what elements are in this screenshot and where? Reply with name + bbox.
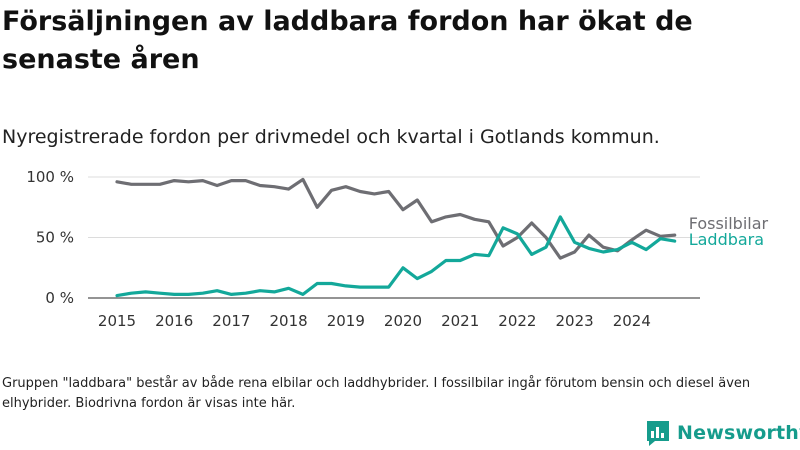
y-tick-label: 0 % (45, 289, 74, 307)
x-tick-label: 2023 (556, 312, 594, 330)
brand-name: Newsworthy (677, 422, 800, 444)
y-tick-label: 50 % (36, 229, 74, 247)
chart-subtitle: Nyregistrerade fordon per drivmedel och … (2, 126, 660, 148)
series-line-fossilbilar (115, 177, 677, 260)
x-tick-label: 2016 (155, 312, 193, 330)
x-tick-label: 2017 (212, 312, 250, 330)
line-chart: 0 % 50 % 100 % 2015 2016 2017 2018 2019 2020 202… (26, 168, 769, 330)
chart-footnote: Gruppen "laddbara" består av både rena e… (2, 376, 751, 411)
x-tick-label: 2022 (498, 312, 536, 330)
series-line-laddbara (115, 215, 677, 298)
x-tick-label: 2015 (98, 312, 136, 330)
y-tick-label: 100 % (26, 168, 74, 186)
series-label-fossilbilar: Fossilbilar (689, 214, 769, 233)
series-lines (115, 177, 677, 298)
brand-logo: Newsworthy (645, 419, 800, 447)
chart-title: Försäljningen av laddbara fordon har öka… (2, 6, 693, 75)
series-label-laddbara: Laddbara (689, 230, 764, 249)
grid-lines (88, 176, 700, 299)
x-tick-label: 2020 (384, 312, 422, 330)
x-axis-ticks: 2015 2016 2017 2018 2019 2020 2021 2022 2023 2024 (98, 312, 651, 330)
x-tick-label: 2018 (270, 312, 308, 330)
newsworthy-logo-icon (647, 421, 669, 446)
y-axis-ticks: 0 % 50 % 100 % (26, 168, 74, 307)
x-tick-label: 2019 (327, 312, 365, 330)
x-tick-label: 2024 (613, 312, 651, 330)
x-tick-label: 2021 (441, 312, 479, 330)
